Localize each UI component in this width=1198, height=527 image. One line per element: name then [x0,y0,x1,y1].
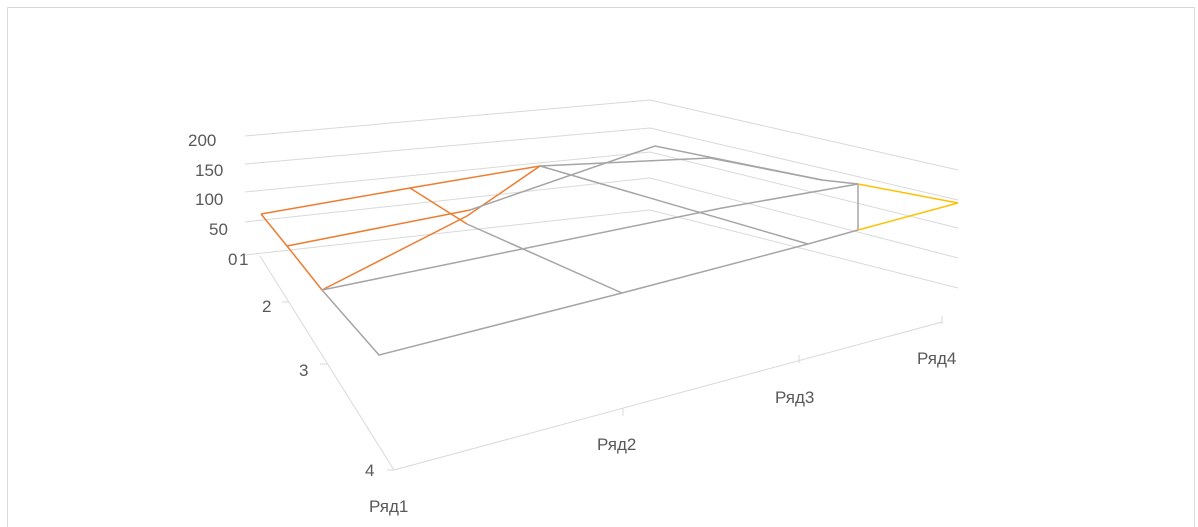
z-tick-label: 150 [195,161,223,180]
surface-line-band-2 [466,223,623,294]
depth-axis-line [259,255,395,471]
z-tick-label: 50 [209,220,228,239]
z-tick-label: 200 [188,131,216,150]
category-label: Ряд4 [917,349,956,368]
value-axis: 200 150 100 50 0 [188,131,237,269]
category-axis: Ряд1 Ряд2 Ряд3 Ряд4 [369,316,956,516]
gridlines [244,99,959,289]
surface-line-band-2 [321,229,859,356]
gridline-200 [244,99,959,171]
surface-line-band-1 [321,165,541,291]
surface-line-band-2 [539,165,809,245]
surface-line-band-2 [469,145,823,211]
gridline-100 [244,151,959,229]
gridline-150 [244,127,959,201]
surface-line-band-1 [409,187,468,225]
depth-tick-label: 4 [365,461,374,480]
category-axis-line [393,321,943,471]
depth-axis: 1 2 3 4 [239,250,395,480]
z-tick-label: 100 [195,190,223,209]
surface-line-band-2 [321,183,859,291]
category-label: Ряд3 [775,388,814,407]
surface-line-band-1 [260,165,541,215]
category-label: Ряд1 [369,497,408,516]
depth-tick-label: 1 [239,250,248,269]
category-label: Ряд2 [597,435,636,454]
z-tick-label: 0 [228,250,237,269]
gridline-0 [244,209,959,289]
surface-line-band-1 [286,209,471,247]
surface-plot [260,145,959,356]
depth-tick-label: 2 [262,297,271,316]
surface-line-band-3 [857,183,959,231]
chart-area [7,7,1195,527]
gridline-50 [244,177,959,259]
depth-tick-label: 3 [299,361,308,380]
